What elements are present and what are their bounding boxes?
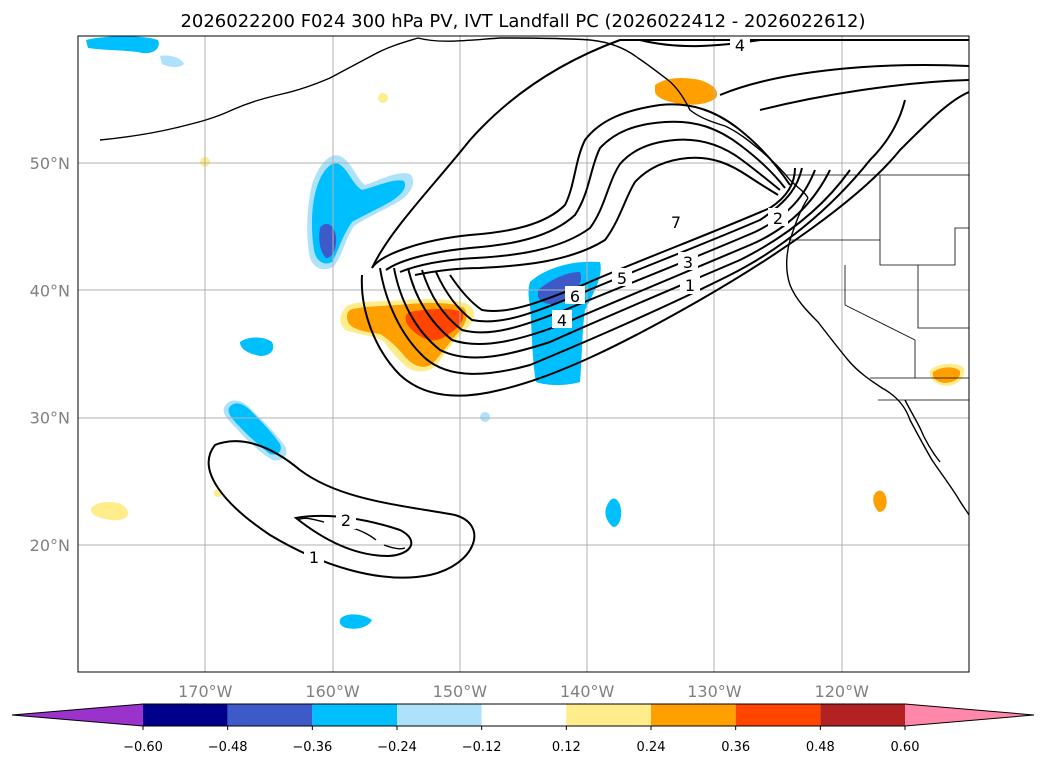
contour-label: 1 [685, 276, 695, 295]
contour-label: 6 [570, 287, 580, 306]
lon-tick-label: 160°W [305, 682, 360, 701]
colorbar-segment [143, 704, 228, 726]
colorbar-tick-label: −0.36 [292, 740, 332, 755]
contour-label: 1 [309, 548, 319, 567]
lat-tick-label: 30°N [30, 409, 70, 428]
latitude-labels: 20°N 30°N 40°N 50°N [30, 154, 70, 555]
figure: 2026022200 F024 300 hPa PV, IVT Landfall… [0, 0, 1047, 765]
pv-anomaly-blue-dot [480, 412, 490, 422]
lon-tick-label: 150°W [433, 682, 488, 701]
colorbar-segment [312, 704, 397, 726]
colorbar-segment [651, 704, 736, 726]
colorbar: −0.60 −0.48 −0.36 −0.24 −0.12 0.12 0.24 0.36 0.4… [12, 704, 1034, 755]
longitude-labels: 170°W 160°W 150°W 140°W 130°W 120°W [178, 682, 869, 701]
colorbar-tick-label: −0.24 [377, 740, 417, 755]
colorbar-extend-low [12, 704, 143, 726]
lat-tick-label: 40°N [30, 281, 70, 300]
contour-label: 7 [671, 213, 681, 232]
lon-tick-label: 130°W [687, 682, 742, 701]
lon-tick-label: 120°W [815, 682, 870, 701]
colorbar-tick-label: −0.48 [208, 740, 248, 755]
colorbar-segment [397, 704, 482, 726]
colorbar-segment [736, 704, 821, 726]
colorbar-segment [566, 704, 651, 726]
lat-tick-label: 20°N [30, 536, 70, 555]
colorbar-tick-label: 0.24 [637, 740, 666, 755]
contour-label: 3 [683, 253, 693, 272]
colorbar-tick-label: 0.36 [721, 740, 750, 755]
chart-title: 2026022200 F024 300 hPa PV, IVT Landfall… [180, 11, 865, 32]
colorbar-segment [228, 704, 313, 726]
colorbar-segment [820, 704, 905, 726]
contour-label: 4 [735, 36, 745, 55]
contour-label: 5 [617, 269, 627, 288]
colorbar-tick-label: 0.60 [891, 740, 920, 755]
pv-anomaly-yellow-dot-b [378, 93, 388, 103]
colorbar-tick-label: −0.60 [123, 740, 163, 755]
map-background [78, 36, 969, 672]
colorbar-tick-label: 0.12 [552, 740, 581, 755]
colorbar-segment [482, 704, 567, 726]
contour-label: 2 [341, 511, 351, 530]
contour-label: 2 [773, 209, 783, 228]
lat-tick-label: 50°N [30, 154, 70, 173]
colorbar-extend-high [905, 704, 1034, 726]
lon-tick-label: 140°W [560, 682, 615, 701]
lon-tick-label: 170°W [178, 682, 233, 701]
colorbar-tick-label: −0.12 [462, 740, 502, 755]
contour-label: 4 [557, 311, 567, 330]
colorbar-tick-label: 0.48 [806, 740, 835, 755]
